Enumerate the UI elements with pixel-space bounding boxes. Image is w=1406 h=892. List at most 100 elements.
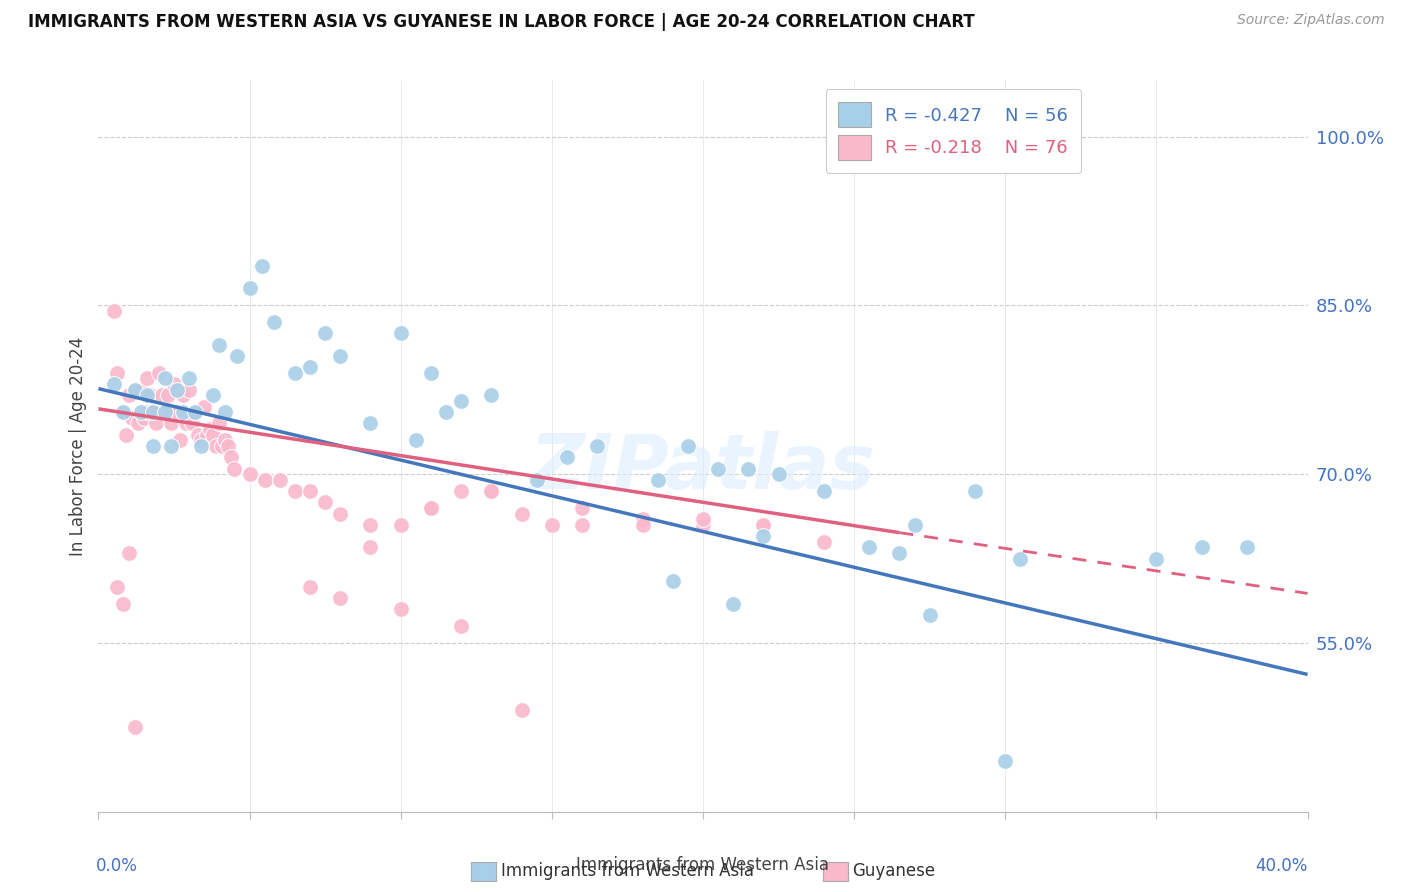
Point [299,580,322,594]
Point [692,517,714,532]
Point [299,483,322,498]
Point [329,349,352,363]
Point [510,703,533,717]
Point [768,467,790,482]
Text: IMMIGRANTS FROM WESTERN ASIA VS GUYANESE IN LABOR FORCE | AGE 20-24 CORRELATION : IMMIGRANTS FROM WESTERN ASIA VS GUYANESE… [28,13,974,31]
Point [226,349,249,363]
Point [707,461,730,475]
Point [114,427,136,442]
Point [420,366,443,380]
Point [166,383,188,397]
Point [111,405,134,419]
Point [889,546,911,560]
Point [420,500,443,515]
Point [450,619,472,633]
Point [526,473,548,487]
Text: 0.0%: 0.0% [96,856,138,875]
Point [150,388,173,402]
Point [540,517,562,532]
Point [586,439,609,453]
Point [1010,551,1032,566]
Point [166,405,188,419]
Point [481,483,503,498]
Point [934,129,956,144]
Point [662,574,685,588]
Point [129,405,152,419]
Point [127,417,149,431]
Point [174,417,197,431]
Point [1144,551,1167,566]
Point [163,377,186,392]
Point [571,500,593,515]
Text: 40.0%: 40.0% [1256,856,1308,875]
Point [169,434,191,448]
Point [105,366,128,380]
Point [142,405,165,419]
Point [160,439,183,453]
Point [195,427,218,442]
Point [737,461,759,475]
Point [172,388,194,402]
Point [111,597,134,611]
Point [153,405,176,419]
Point [329,507,352,521]
Point [135,371,157,385]
Point [389,517,412,532]
Point [124,383,146,397]
Point [813,534,835,549]
Text: Immigrants from Western Asia: Immigrants from Western Asia [576,856,830,874]
Point [148,366,170,380]
Point [153,371,176,385]
Point [129,383,152,397]
Point [647,473,669,487]
Point [314,326,336,341]
Point [269,473,291,487]
Text: Immigrants from Western Asia: Immigrants from Western Asia [501,863,754,880]
Point [239,281,262,295]
Point [221,450,243,465]
Text: Guyanese: Guyanese [852,863,935,880]
Point [752,517,775,532]
Point [145,417,167,431]
Point [250,259,273,273]
Point [676,439,699,453]
Point [187,427,209,442]
Point [135,388,157,402]
Point [208,417,231,431]
Point [211,439,233,453]
Point [193,400,215,414]
Point [360,517,382,532]
Y-axis label: In Labor Force | Age 20-24: In Labor Force | Age 20-24 [69,336,87,556]
Point [214,434,236,448]
Point [217,439,239,453]
Point [360,541,382,555]
Point [555,450,578,465]
Point [190,439,212,453]
Point [153,405,176,419]
Point [420,500,443,515]
Point [692,512,714,526]
Point [190,434,212,448]
Point [263,315,285,329]
Point [179,371,201,385]
Point [214,405,236,419]
Point [631,517,654,532]
Point [329,591,352,605]
Point [224,461,246,475]
Point [172,405,194,419]
Point [181,417,204,431]
Point [405,434,427,448]
Point [284,366,307,380]
Point [118,546,141,560]
Point [510,507,533,521]
Point [360,417,382,431]
Point [253,473,276,487]
Point [752,517,775,532]
Point [752,529,775,543]
Point [124,720,146,734]
Point [208,337,231,351]
Point [132,410,155,425]
Point [299,360,322,375]
Point [179,383,201,397]
Point [184,405,207,419]
